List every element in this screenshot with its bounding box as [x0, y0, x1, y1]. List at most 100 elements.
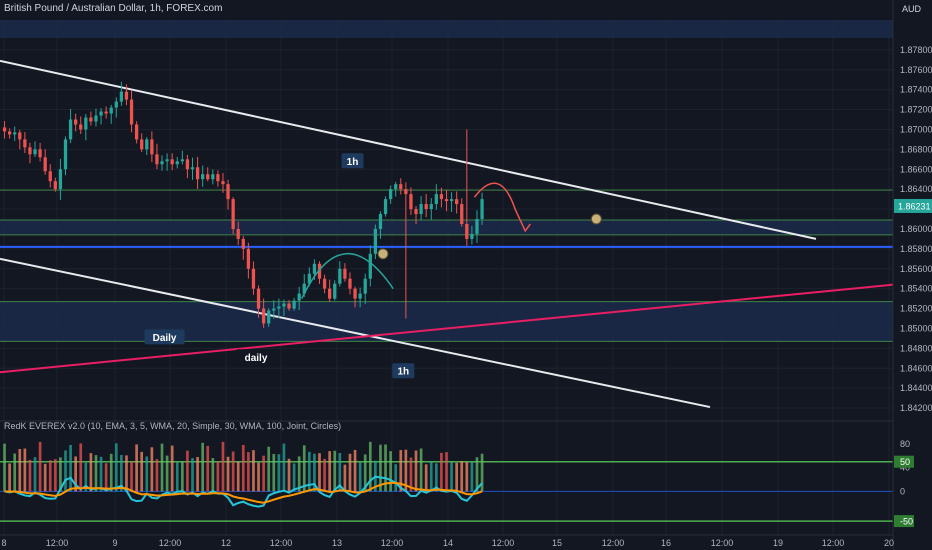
oscillator-pane — [0, 420, 932, 522]
time-tick-label: 13 — [332, 538, 342, 548]
oscillator-bar — [89, 453, 93, 492]
oscillator-bar — [450, 462, 453, 492]
candle-body — [48, 171, 52, 182]
time-tick-label: 12:00 — [381, 538, 404, 548]
oscillator-bar — [109, 453, 113, 492]
price-zone — [0, 301, 893, 342]
oscillator-bar — [247, 452, 250, 492]
candle-body — [434, 194, 438, 205]
candle-body — [43, 157, 47, 172]
oscillator-bar — [54, 459, 57, 492]
channel-lower-line — [0, 257, 711, 409]
candle-body — [18, 132, 22, 140]
oscillator-bar — [170, 445, 174, 492]
oscillator-tick-label: 0 — [900, 486, 905, 496]
candle-body — [424, 204, 428, 210]
oscillator-bar — [99, 456, 103, 492]
candle-body — [241, 238, 245, 249]
oscillator-bar — [84, 462, 88, 492]
candle-body — [68, 119, 73, 140]
oscillator-bar — [130, 461, 133, 492]
candle-body — [429, 204, 433, 210]
oscillator-bar — [323, 458, 326, 492]
oscillator-bar — [404, 449, 408, 492]
candle-body — [272, 308, 276, 311]
candle-body — [460, 204, 464, 224]
candle-body — [246, 248, 251, 269]
candle-body — [282, 303, 286, 307]
oscillator-bar — [23, 448, 27, 492]
oscillator-bar — [470, 462, 474, 492]
candle-body — [53, 181, 57, 190]
candle-body — [388, 189, 393, 200]
time-tick-label: 12:00 — [159, 538, 182, 548]
horizontal-levels — [0, 189, 893, 342]
oscillator-bar — [282, 443, 286, 492]
candle-body — [206, 174, 210, 180]
candle-body — [256, 288, 261, 309]
oscillator-bar — [318, 453, 321, 492]
price-tick-label: 1.84200 — [900, 403, 932, 413]
price-tick-label: 1.84400 — [900, 383, 932, 393]
annotation-box — [144, 329, 185, 345]
oscillator-bar — [440, 452, 443, 492]
candle-body — [160, 161, 164, 165]
candle-body — [419, 204, 423, 215]
candle-body — [94, 115, 98, 122]
oscillator-bar — [287, 458, 291, 492]
oscillator-bar — [445, 452, 448, 492]
annotation-label: Daily — [153, 333, 177, 344]
time-tick-label: 8 — [1, 538, 6, 548]
price-tick-label: 1.86400 — [900, 184, 932, 194]
time-tick-label: 19 — [773, 538, 783, 548]
candle-body — [84, 117, 88, 130]
oscillator-bar — [348, 453, 352, 492]
channel-upper-line — [0, 59, 817, 240]
price-tick-label: 1.87400 — [900, 85, 932, 95]
oscillator-bar — [13, 453, 17, 492]
oscillator-bar — [419, 448, 423, 492]
oscillator-bar — [353, 449, 357, 492]
candle-body — [353, 288, 357, 299]
candle-body — [373, 228, 378, 254]
candle-body — [124, 91, 129, 100]
candle-body — [470, 233, 474, 239]
oscillator-bar — [43, 463, 47, 492]
axis-currency: AUD — [902, 4, 922, 14]
candle-body — [236, 228, 240, 239]
chart-title: British Pound / Australian Dollar, 1h, F… — [4, 3, 223, 14]
drawings — [301, 182, 602, 299]
candle-body — [383, 199, 388, 215]
oscillator-bar — [150, 447, 154, 492]
annotation-box — [341, 153, 364, 169]
candle-body — [480, 199, 484, 219]
candle-body — [455, 199, 459, 205]
oscillator-bar — [181, 461, 184, 492]
time-tick-label: 12:00 — [492, 538, 515, 548]
candle-body — [185, 159, 190, 170]
oscillator-bar — [297, 456, 301, 492]
candle-body — [28, 147, 32, 155]
oscillator-bar — [343, 464, 347, 492]
oscillator-bar — [333, 450, 337, 492]
oscillator-bar — [368, 441, 372, 492]
oscillator-bar — [221, 441, 225, 492]
candle-body — [38, 149, 42, 158]
time-tick-label: 12:00 — [711, 538, 734, 548]
candle-body — [302, 283, 306, 294]
candle-body — [33, 149, 37, 155]
candle-body — [251, 268, 256, 289]
candle-body — [312, 263, 317, 274]
oscillator-bar — [196, 457, 199, 492]
oscillator-bar — [429, 461, 433, 492]
candle-body — [307, 273, 311, 284]
candle-body — [363, 278, 367, 294]
oscillator-bar — [358, 462, 362, 492]
candle-body — [170, 159, 174, 165]
oscillator-bar — [74, 456, 77, 492]
oscillator-bar — [302, 445, 306, 492]
time-tick-label: 12 — [221, 538, 231, 548]
price-tick-label: 1.85800 — [900, 244, 932, 254]
rising-trend-line — [0, 283, 894, 374]
